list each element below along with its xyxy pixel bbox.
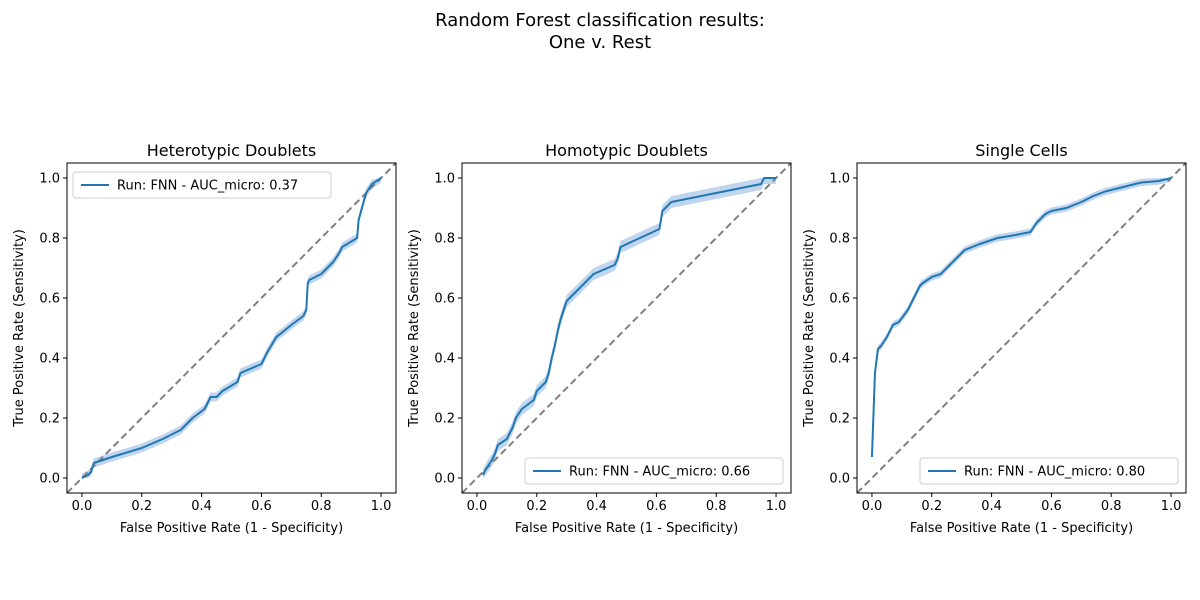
roc-line [482, 177, 777, 476]
roc-line [870, 177, 1172, 458]
figure-title-line-1: Random Forest classification results: [435, 10, 765, 31]
x-tick-label: 1.0 [371, 499, 392, 514]
y-tick-label: 0.8 [39, 232, 60, 247]
confidence-band [871, 178, 1172, 461]
y-tick-label: 0.4 [434, 352, 455, 367]
y-tick-label: 0.2 [434, 412, 455, 427]
x-axis-label: False Positive Rate (1 - Specificity) [515, 521, 738, 536]
figure-title-line-2: One v. Rest [548, 32, 652, 53]
confidence-band [482, 178, 777, 478]
legend-box [524, 457, 784, 485]
y-tick-label: 0.6 [829, 292, 850, 307]
subplot-3: 0.0 0.2 0.4 0.6 0.8 1.0 0.0 0.2 0.4 0.6 0.8 1.0 Sing… [802, 141, 1187, 536]
y-tick-label: 1.0 [829, 172, 850, 187]
legend-label: Run: FNN - AUC_micro: 0.80 [964, 465, 1145, 480]
x-tick-label: 0.6 [646, 499, 667, 514]
x-tick-label: 0.2 [526, 499, 547, 514]
x-tick-label: 1.0 [1161, 499, 1182, 514]
legend-box [72, 171, 332, 199]
chance-diagonal [462, 163, 791, 493]
x-tick-label: 0.2 [921, 499, 942, 514]
y-axis-label: True Positive Rate (Sensitivity) [802, 229, 817, 428]
plot-area [857, 163, 1186, 493]
y-tick-label: 0.8 [829, 232, 850, 247]
y-tick-label: 0.0 [829, 472, 850, 487]
plot-area [462, 163, 791, 493]
plot-area [67, 163, 396, 493]
x-tick-label: 0.8 [311, 499, 332, 514]
legend-label: Run: FNN - AUC_micro: 0.37 [117, 179, 298, 194]
y-tick-label: 1.0 [39, 172, 60, 187]
x-tick-label: 0.6 [251, 499, 272, 514]
y-tick-label: 0.6 [39, 292, 60, 307]
legend: Run: FNN - AUC_micro: 0.37 [72, 171, 332, 199]
x-tick-label: 0.0 [862, 499, 883, 514]
subplot-title: Homotypic Doublets [545, 141, 708, 160]
y-tick-label: 0.4 [39, 352, 60, 367]
chance-diagonal [67, 163, 396, 493]
x-tick-label: 0.0 [72, 499, 93, 514]
figure-title: Random Forest classification results: On… [0, 10, 1200, 54]
legend-label: Run: FNN - AUC_micro: 0.66 [569, 465, 750, 480]
y-tick-label: 0.0 [39, 472, 60, 487]
x-tick-label: 0.8 [706, 499, 727, 514]
axes-frame [856, 162, 1187, 494]
x-axis-label: False Positive Rate (1 - Specificity) [120, 521, 343, 536]
y-tick-label: 0.8 [434, 232, 455, 247]
y-axis-label: True Positive Rate (Sensitivity) [12, 229, 27, 428]
x-tick-label: 0.2 [131, 499, 152, 514]
y-tick-label: 0.2 [39, 412, 60, 427]
x-tick-label: 0.4 [586, 499, 607, 514]
x-tick-label: 1.0 [766, 499, 787, 514]
x-tick-label: 0.8 [1101, 499, 1122, 514]
y-tick-label: 0.0 [434, 472, 455, 487]
x-tick-label: 0.0 [467, 499, 488, 514]
x-tick-label: 0.4 [981, 499, 1002, 514]
subplot-2: 0.0 0.2 0.4 0.6 0.8 1.0 0.0 0.2 0.4 0.6 0.8 1.0 Homo… [407, 141, 792, 536]
subplot-1: 0.0 0.2 0.4 0.6 0.8 1.0 0.0 0.2 0.4 0.6 0.8 1.0 Hete… [12, 141, 397, 536]
chance-diagonal [857, 163, 1186, 493]
x-axis-label: False Positive Rate (1 - Specificity) [910, 521, 1133, 536]
subplot-title: Heterotypic Doublets [147, 141, 317, 160]
axes-frame [461, 162, 792, 494]
legend-box [919, 457, 1179, 485]
y-tick-label: 0.6 [434, 292, 455, 307]
y-tick-label: 0.2 [829, 412, 850, 427]
legend: Run: FNN - AUC_micro: 0.66 [524, 457, 784, 485]
axes-frame [66, 162, 397, 494]
roc-line [81, 177, 382, 479]
subplot-title: Single Cells [975, 141, 1068, 160]
x-tick-label: 0.6 [1041, 499, 1062, 514]
y-tick-label: 1.0 [434, 172, 455, 187]
y-axis-label: True Positive Rate (Sensitivity) [407, 229, 422, 428]
y-tick-label: 0.4 [829, 352, 850, 367]
x-tick-label: 0.4 [191, 499, 212, 514]
legend: Run: FNN - AUC_micro: 0.80 [919, 457, 1179, 485]
